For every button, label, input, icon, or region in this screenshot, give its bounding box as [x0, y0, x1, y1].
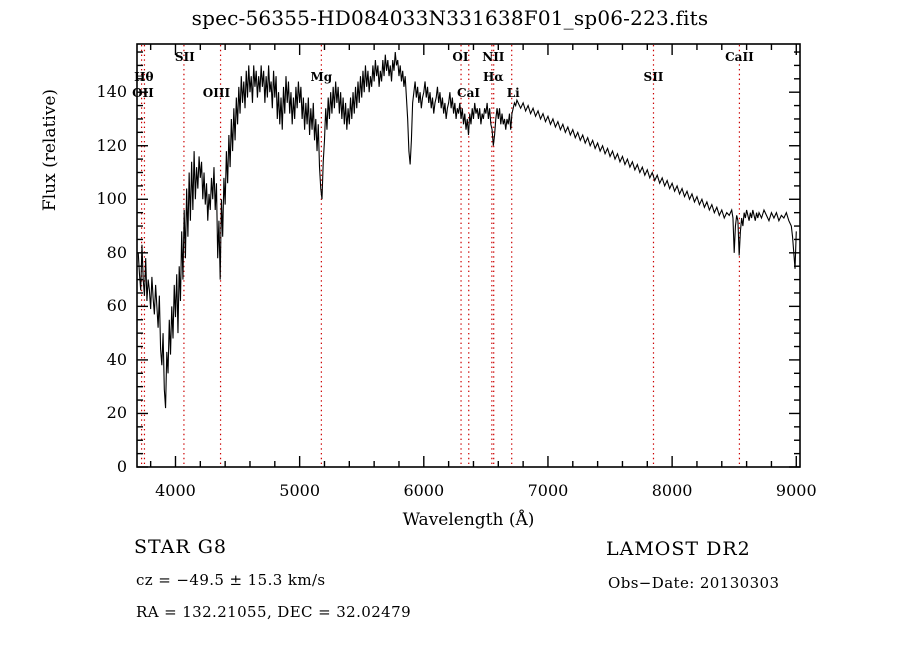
y-axis-tick-label: 100: [96, 189, 127, 209]
y-axis-tick-label: 20: [106, 403, 127, 423]
coordinates-label: RA = 132.21055, DEC = 32.02479: [136, 603, 412, 621]
spectral-line-label: OIII: [202, 86, 231, 100]
x-axis-tick-label: 4000: [155, 481, 196, 500]
survey-label: LAMOST DR2: [606, 538, 751, 560]
x-axis-label: Wavelength (Å): [402, 510, 535, 530]
obs-date-label: Obs−Date: 20130303: [608, 574, 780, 592]
x-axis-tick-label: 9000: [775, 481, 817, 500]
y-axis-tick-label: 120: [96, 135, 127, 155]
x-axis-tick-label: 8000: [651, 481, 693, 500]
object-type-label: STAR G8: [134, 536, 227, 558]
spectral-line-label: Hα: [483, 70, 504, 84]
spectral-line-label: OI: [452, 50, 469, 64]
spectral-line-label: Mg: [310, 70, 333, 84]
spectral-line-label: SII: [174, 50, 195, 64]
spectral-line-label: NII: [482, 50, 505, 64]
spectral-line-label: SII: [643, 70, 664, 84]
spectrum-trace: [137, 51, 797, 409]
y-axis-tick-label: 40: [106, 349, 127, 369]
redshift-velocity-label: cz = −49.5 ± 15.3 km/s: [136, 571, 326, 589]
x-axis-tick-label: 7000: [527, 481, 569, 500]
x-axis-tick-label: 5000: [279, 481, 320, 500]
spectral-line-label: CaI: [457, 86, 480, 100]
plot-frame: [136, 43, 801, 468]
spectral-line-label: Li: [506, 86, 520, 100]
axis-tick-marks: [137, 44, 800, 468]
y-axis-tick-label: 0: [116, 457, 127, 476]
spectral-line-markers: [140, 45, 741, 466]
spectral-line-label: CaII: [725, 50, 754, 64]
spectral-line-label: OII: [132, 86, 154, 100]
y-axis-tick-label: 60: [106, 296, 127, 316]
spectral-line-label: Hθ: [134, 70, 154, 84]
y-axis-label: Flux (relative): [40, 0, 60, 211]
y-axis-tick-label: 80: [106, 242, 127, 262]
y-axis-tick-label: 140: [96, 82, 127, 102]
page-title: spec-56355-HD084033N331638F01_sp06-223.f…: [191, 6, 709, 30]
x-axis-tick-label: 6000: [403, 481, 445, 500]
y-axis-label-text: Flux (relative): [40, 88, 60, 212]
